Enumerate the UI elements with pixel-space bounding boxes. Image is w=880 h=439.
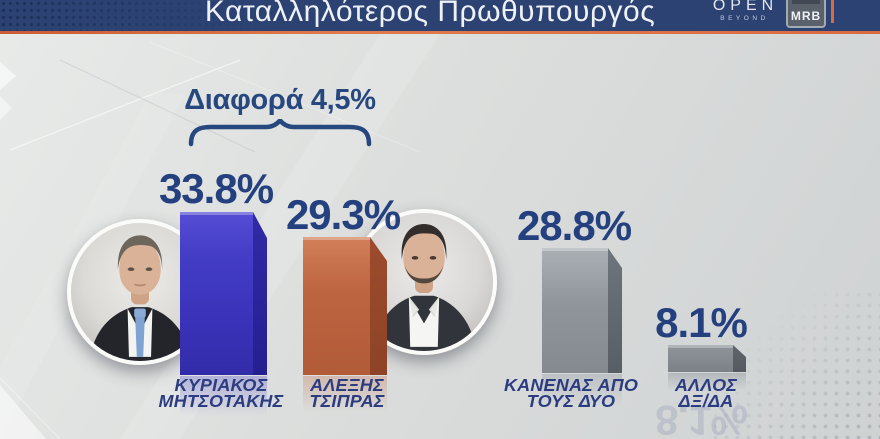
difference-annotation: Διαφορά 4,5% [184,84,376,116]
mrb-logo-top-block [792,0,820,4]
header-banner [0,0,880,31]
category-line: ΚΥΡΙΑΚΟΣ [174,375,268,395]
open-channel-logo: OPEN BEYOND [706,0,780,23]
mrb-pollster-logo: MRB [786,0,826,28]
mrb-logo-text: MRB [790,9,822,23]
open-logo-text: OPEN [712,0,779,14]
header-accent-line [0,31,880,34]
value-label-other-dk-da: 8.1% [655,299,748,346]
bar-reflection [668,373,746,391]
category-label-mitsotakis: ΚΥΡΙΑΚΟΣ ΜΗΤΣΟΤΑΚΗΣ [111,375,331,411]
bar-reflection [180,376,267,416]
bar-front-face [668,345,733,372]
page-title: Καταλληλότερος Πρωθυπουργός [204,0,656,28]
bar-front-face [303,237,370,375]
curly-brace [188,119,372,147]
category-line: ΤΣΙΠΡΑΣ [309,391,385,411]
category-label-other-dk-da: ΑΛΛΟΣ ΔΞ/ΔΑ [596,375,816,411]
category-line: ΑΛΛΟΣ [674,375,738,395]
value-label-tsipras: 29.3% [285,191,401,238]
open-logo-tagline: BEYOND [720,15,769,22]
category-line: ΜΗΤΣΟΤΑΚΗΣ [158,391,284,411]
category-line: ΚΑΝΕΝΑΣ ΑΠΟ [503,375,639,395]
bar-reflection [303,376,387,412]
bar-3d-side [608,248,622,373]
value-label-none-of-two: 28.8% [516,202,632,249]
bar-reflection [542,374,622,406]
category-label-tsipras: ΑΛΕΞΗΣ ΤΣΙΠΡΑΣ [237,375,457,411]
header-orange-tick [831,0,834,23]
bar-front-face [180,212,253,375]
category-line: ΑΛΕΞΗΣ [310,375,384,395]
category-line: ΔΞ/ΔΑ [678,391,734,411]
bar-front-face [542,248,608,373]
bar-3d-side [253,212,267,375]
value-label-mitsotakis: 33.8% [158,165,274,212]
category-label-none-of-two: ΚΑΝΕΝΑΣ ΑΠΟ ΤΟΥΣ ΔΥΟ [461,375,681,411]
bar-3d-side [370,237,387,375]
category-line: ΤΟΥΣ ΔΥΟ [526,391,616,411]
